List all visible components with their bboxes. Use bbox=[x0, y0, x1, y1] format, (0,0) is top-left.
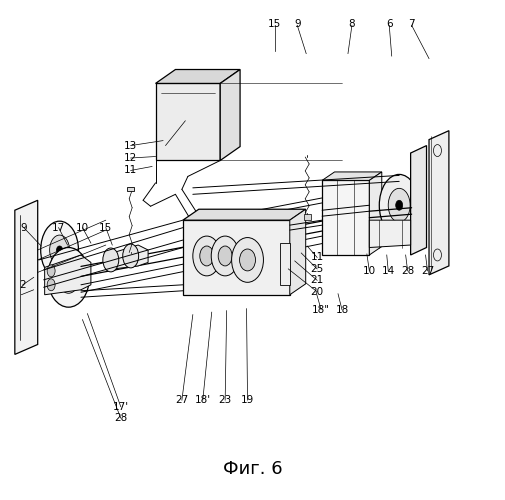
Text: 14: 14 bbox=[382, 266, 395, 276]
Text: 8: 8 bbox=[348, 19, 355, 29]
Polygon shape bbox=[156, 70, 240, 84]
Ellipse shape bbox=[239, 249, 256, 271]
Text: Фиг. 6: Фиг. 6 bbox=[223, 460, 282, 478]
Polygon shape bbox=[106, 245, 148, 270]
Text: 2: 2 bbox=[20, 280, 26, 290]
Text: 19: 19 bbox=[241, 395, 254, 405]
Polygon shape bbox=[411, 146, 427, 255]
Ellipse shape bbox=[232, 238, 264, 282]
Text: 20: 20 bbox=[311, 287, 324, 297]
Text: 21: 21 bbox=[311, 276, 324, 285]
Text: 15: 15 bbox=[99, 222, 113, 232]
Ellipse shape bbox=[65, 273, 72, 282]
Ellipse shape bbox=[123, 244, 139, 268]
Ellipse shape bbox=[57, 246, 63, 254]
Text: 27: 27 bbox=[421, 266, 434, 276]
Ellipse shape bbox=[47, 279, 55, 291]
Bar bbox=[183, 220, 290, 294]
Polygon shape bbox=[220, 70, 240, 160]
Text: 27: 27 bbox=[175, 395, 188, 405]
Text: 25: 25 bbox=[311, 264, 324, 274]
Text: 6: 6 bbox=[386, 19, 392, 29]
Text: 28: 28 bbox=[114, 413, 127, 423]
Ellipse shape bbox=[218, 246, 232, 266]
Text: 15: 15 bbox=[268, 19, 281, 29]
Ellipse shape bbox=[47, 248, 89, 307]
Ellipse shape bbox=[211, 236, 239, 276]
Text: 10: 10 bbox=[76, 222, 89, 232]
Text: 9: 9 bbox=[294, 19, 300, 29]
Bar bbox=[304, 214, 311, 220]
Ellipse shape bbox=[193, 236, 221, 276]
Ellipse shape bbox=[41, 221, 78, 279]
Text: 23: 23 bbox=[219, 395, 232, 405]
Text: 18: 18 bbox=[335, 304, 348, 314]
Bar bbox=[156, 84, 220, 160]
Polygon shape bbox=[429, 130, 449, 275]
Ellipse shape bbox=[388, 188, 410, 222]
Polygon shape bbox=[183, 209, 306, 220]
Polygon shape bbox=[369, 220, 411, 248]
Text: 28: 28 bbox=[401, 266, 414, 276]
Ellipse shape bbox=[200, 246, 214, 266]
Text: 17: 17 bbox=[52, 222, 65, 232]
Text: 12: 12 bbox=[124, 153, 137, 163]
Bar bbox=[280, 242, 290, 285]
Text: 9: 9 bbox=[21, 222, 27, 232]
Polygon shape bbox=[290, 209, 306, 294]
Ellipse shape bbox=[103, 248, 119, 272]
Polygon shape bbox=[369, 172, 382, 255]
Text: 18": 18" bbox=[312, 304, 330, 314]
Text: 17': 17' bbox=[113, 402, 129, 411]
Polygon shape bbox=[322, 172, 382, 180]
Polygon shape bbox=[15, 200, 38, 354]
Bar bbox=[127, 188, 134, 192]
Polygon shape bbox=[44, 255, 91, 294]
Bar bbox=[322, 180, 369, 255]
Ellipse shape bbox=[379, 174, 419, 236]
Text: 13: 13 bbox=[124, 140, 137, 150]
Ellipse shape bbox=[58, 262, 79, 294]
Text: 10: 10 bbox=[363, 266, 376, 276]
Text: 18': 18' bbox=[195, 395, 211, 405]
Text: 11: 11 bbox=[311, 252, 324, 262]
Ellipse shape bbox=[47, 265, 55, 277]
Ellipse shape bbox=[396, 200, 402, 210]
Ellipse shape bbox=[49, 235, 70, 265]
Text: 11: 11 bbox=[124, 166, 137, 175]
Text: 7: 7 bbox=[409, 19, 415, 29]
